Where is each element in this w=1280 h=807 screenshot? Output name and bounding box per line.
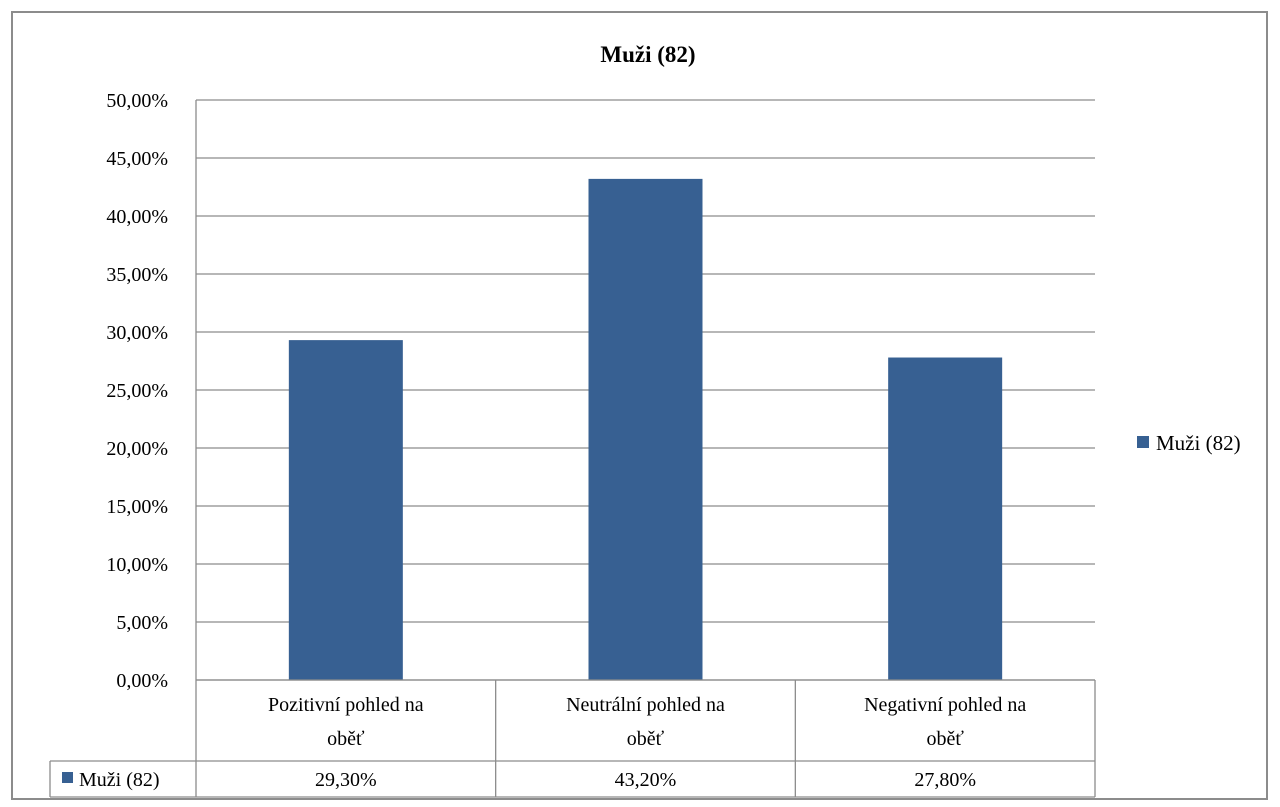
legend-swatch xyxy=(1137,436,1149,448)
category-label: oběť xyxy=(627,728,665,750)
data-label: 43,20% xyxy=(615,769,677,791)
y-tick-label: 10,00% xyxy=(106,554,168,576)
y-tick-label: 40,00% xyxy=(106,206,168,228)
y-tick-label: 35,00% xyxy=(106,264,168,286)
data-label: 29,30% xyxy=(315,769,377,791)
data-table: Pozitivní pohled na oběť Neutrální pohled … xyxy=(49,679,1096,798)
y-tick-label: 5,00% xyxy=(116,612,168,634)
legend: Muži (82) xyxy=(1137,431,1241,455)
bar xyxy=(888,357,1003,680)
legend-label: Muži (82) xyxy=(1156,431,1241,455)
y-tick-label: 45,00% xyxy=(106,148,168,170)
table-series-label: Muži (82) xyxy=(79,769,160,791)
table-series-swatch xyxy=(62,772,73,783)
bar xyxy=(588,178,703,680)
category-label: Pozitivní pohled na xyxy=(268,694,424,716)
y-axis-ticks: 0,00% 5,00% 10,00% 15,00% 20,00% 25,00% 30,00%… xyxy=(106,90,168,692)
category-label: Neutrální pohled na xyxy=(566,694,725,716)
bars xyxy=(288,178,1003,680)
y-tick-label: 30,00% xyxy=(106,322,168,344)
y-tick-label: 0,00% xyxy=(116,670,168,692)
category-label: oběť xyxy=(926,728,964,750)
chart-title: Muži (82) xyxy=(600,42,695,67)
category-label: Negativní pohled na xyxy=(864,694,1026,716)
y-tick-label: 25,00% xyxy=(106,380,168,402)
y-tick-label: 15,00% xyxy=(106,496,168,518)
bar xyxy=(288,340,403,680)
category-label: oběť xyxy=(327,728,365,750)
data-label: 27,80% xyxy=(914,769,976,791)
y-tick-label: 50,00% xyxy=(106,90,168,112)
y-tick-label: 20,00% xyxy=(106,438,168,460)
